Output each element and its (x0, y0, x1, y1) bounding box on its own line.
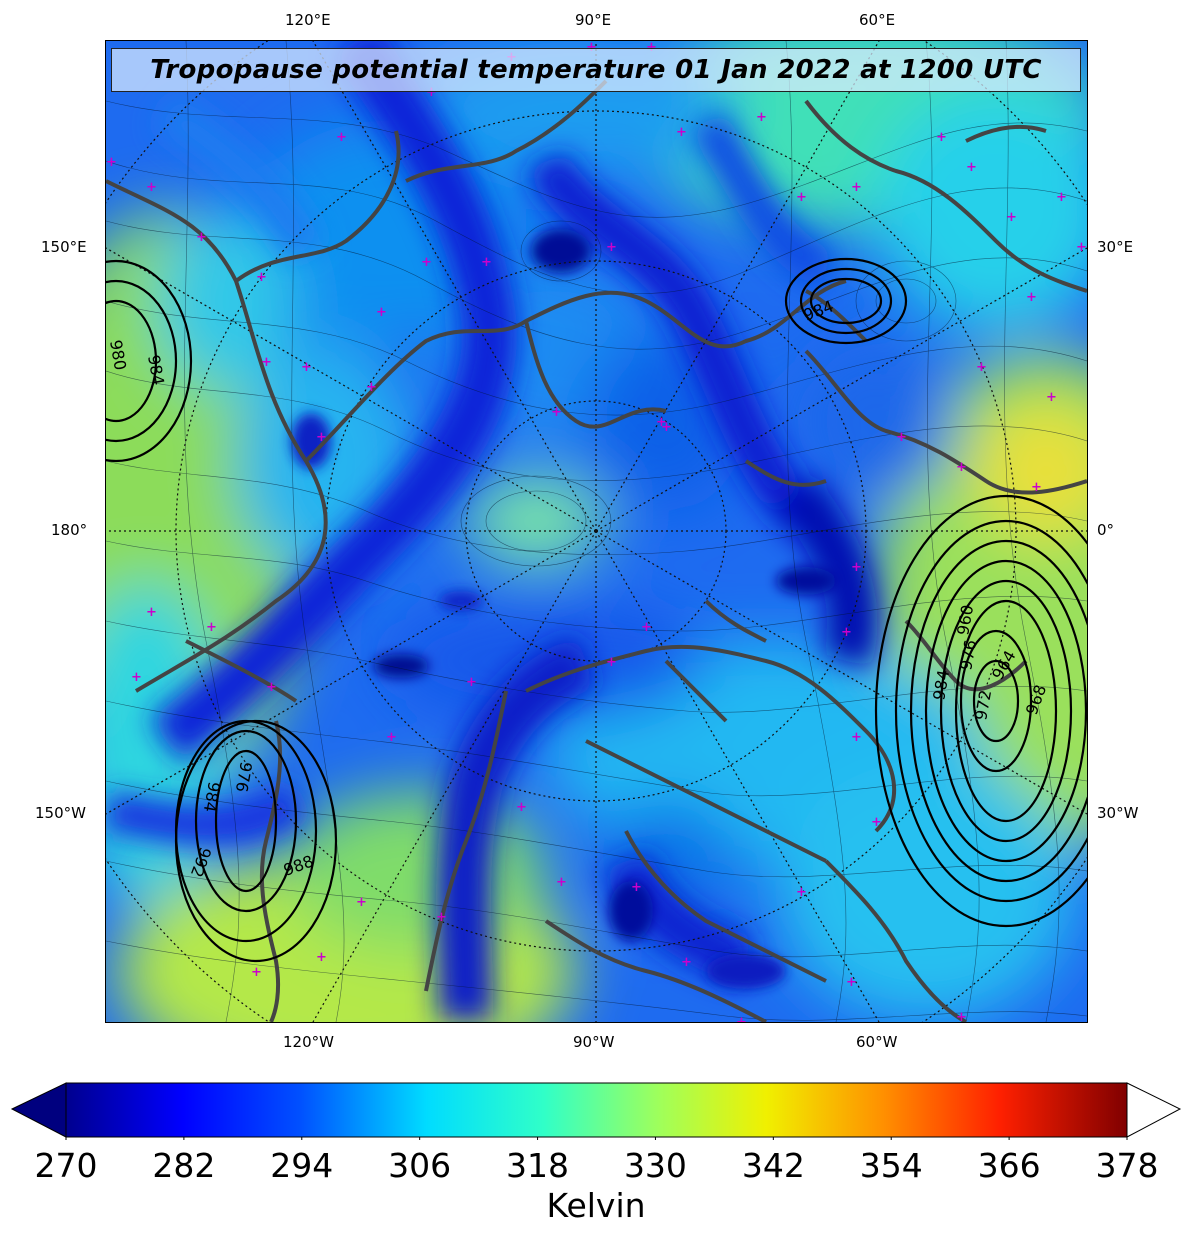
marker: + (556, 875, 567, 890)
colorbar-tick-label: 354 (859, 1146, 923, 1185)
marker: + (966, 160, 977, 175)
marker: + (681, 955, 692, 970)
marker: + (841, 625, 852, 640)
marker: + (641, 620, 652, 635)
marker: + (146, 605, 157, 620)
marker: + (956, 1010, 967, 1022)
coastlines (106, 79, 1087, 1022)
top-label: 90°E (575, 11, 612, 29)
colorbar-extend-max (1126, 1082, 1182, 1138)
dark-streamers (106, 41, 878, 1022)
marker: + (851, 730, 862, 745)
marker: + (106, 155, 117, 170)
map-title: Tropopause potential temperature 01 Jan … (150, 55, 1042, 85)
station-markers: + + + + + + + + + + + + + + + + + + + + (106, 41, 1087, 1022)
marker: + (146, 180, 157, 195)
left-label: 150°W (35, 804, 86, 822)
marker: + (301, 360, 312, 375)
pressure-labels: 984 980 984 976 972 968 964 960 984 976 … (106, 296, 1050, 879)
marker: + (631, 880, 642, 895)
marker: + (851, 560, 862, 575)
map-panel: 984 980 984 976 972 968 964 960 984 976 … (105, 40, 1088, 1023)
colorbar-tick-label: 342 (741, 1146, 805, 1185)
marker: + (481, 255, 492, 270)
pressure-contours (106, 257, 1087, 963)
marker: + (426, 85, 437, 100)
marker: + (676, 125, 687, 140)
bottom-label: 90°W (573, 1033, 615, 1051)
marker: + (1006, 210, 1017, 225)
marker: + (366, 380, 377, 395)
marker: + (736, 1015, 747, 1022)
marker: + (261, 355, 272, 370)
top-label: 120°E (285, 11, 331, 29)
marker: + (896, 430, 907, 445)
marker: + (516, 800, 527, 815)
marker: + (1031, 480, 1042, 495)
tropopause-map: 984 980 984 976 972 968 964 960 984 976 … (106, 41, 1087, 1022)
top-label: 60°E (859, 11, 896, 29)
colorbar-gradient (65, 1082, 1128, 1138)
marker: + (756, 110, 767, 125)
marker: + (976, 360, 987, 375)
marker: + (421, 255, 432, 270)
left-label: 150°E (41, 238, 87, 256)
marker: + (356, 895, 367, 910)
colorbar-tick-label: 282 (152, 1146, 216, 1185)
marker: + (956, 460, 967, 475)
marker: + (436, 910, 447, 925)
colorbar-tick-label: 318 (506, 1146, 570, 1185)
marker: + (266, 680, 277, 695)
marker: + (1046, 390, 1057, 405)
colorbar-tick-label: 294 (270, 1146, 334, 1185)
marker: + (316, 950, 327, 965)
right-label: 30°E (1097, 238, 1134, 256)
colorbar (10, 1082, 1182, 1140)
marker: + (251, 965, 262, 980)
marker: + (131, 670, 142, 685)
title-box: Tropopause potential temperature 01 Jan … (111, 48, 1081, 92)
marker: + (1056, 190, 1067, 205)
left-label: 180° (51, 521, 88, 539)
marker: + (606, 655, 617, 670)
colorbar-label: Kelvin (546, 1186, 646, 1225)
marker: + (256, 270, 267, 285)
marker: + (871, 815, 882, 830)
marker: + (551, 405, 562, 420)
marker: + (376, 305, 387, 320)
marker: + (851, 180, 862, 195)
marker: + (661, 420, 672, 435)
marker: + (606, 240, 617, 255)
marker: + (316, 430, 327, 445)
colorbar-tick-label: 306 (388, 1146, 452, 1185)
marker: + (796, 190, 807, 205)
right-label: 0° (1097, 521, 1115, 539)
right-label: 30°W (1097, 804, 1139, 822)
marker: + (1026, 290, 1037, 305)
bottom-label: 60°W (856, 1033, 898, 1051)
marker: + (656, 415, 667, 430)
colorbar-tick-label: 378 (1095, 1146, 1159, 1185)
colorbar-extend-min (10, 1082, 67, 1138)
colorbar-tick-label: 330 (623, 1146, 687, 1185)
marker: + (206, 620, 217, 635)
marker: + (796, 885, 807, 900)
marker: + (846, 975, 857, 990)
marker: + (336, 130, 347, 145)
colorbar-tick-label: 270 (34, 1146, 98, 1185)
marker: + (196, 230, 207, 245)
graticule (106, 41, 1087, 1022)
marker: + (466, 675, 477, 690)
marker: + (936, 130, 947, 145)
colorbar-tick-label: 366 (977, 1146, 1041, 1185)
marker: + (386, 730, 397, 745)
bottom-label: 120°W (283, 1033, 334, 1051)
marker: + (1076, 240, 1087, 255)
